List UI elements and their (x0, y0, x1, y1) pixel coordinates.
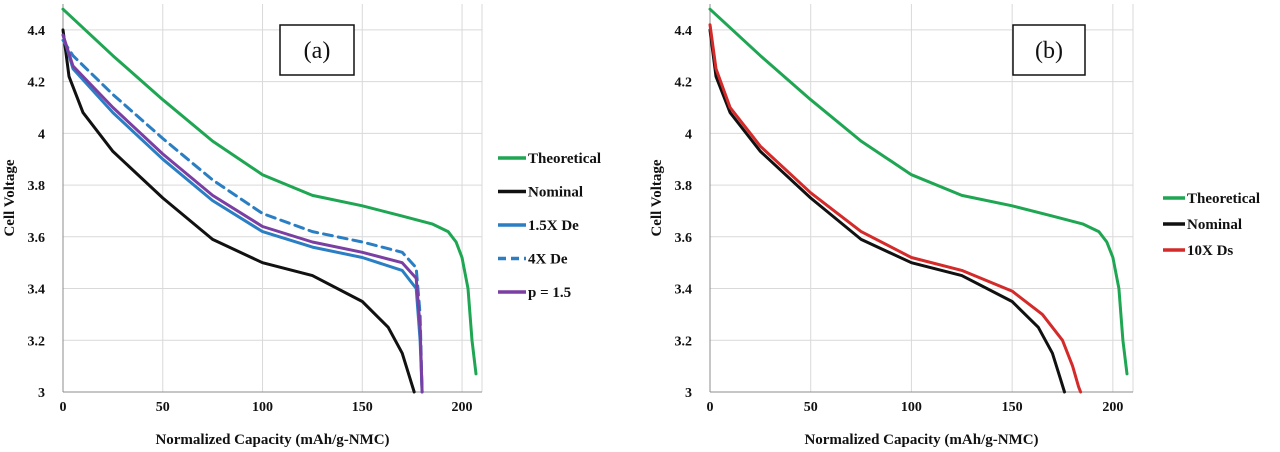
x-tick-label: 200 (452, 400, 473, 415)
x-axis-title: Normalized Capacity (mAh/g-NMC) (155, 432, 389, 448)
legend: Theoretical Nominal 10X Ds (1163, 191, 1260, 259)
legend-label: p = 1.5 (528, 285, 571, 301)
panel-label: (a) (304, 38, 331, 64)
chart-panel-b: 0 50 100 150 200 3 3.2 3.4 3.6 3.8 4 4.2 4.4 Normaliz… (649, 4, 1260, 448)
panel-label: (b) (1035, 38, 1063, 64)
x-tick-label: 100 (901, 400, 922, 415)
y-tick-label: 3 (38, 386, 45, 401)
legend-label: 10X Ds (1187, 243, 1233, 259)
panel-label-box (279, 24, 355, 76)
x-tick-label: 50 (156, 400, 170, 415)
y-tick-label: 4.2 (28, 76, 46, 91)
x-tick-label: 150 (352, 400, 373, 415)
legend-label: Nominal (528, 185, 583, 201)
series-line-theoretical (708, 7, 1129, 376)
series-line-4x-de (61, 38, 424, 394)
y-tick-label: 4.4 (28, 24, 46, 39)
legend-label: 1.5X De (528, 218, 579, 234)
y-tick-label: 3.4 (675, 283, 693, 298)
y-tick-label: 3.8 (675, 179, 693, 194)
x-tick-label: 0 (707, 400, 714, 415)
x-tick-label: 200 (1102, 400, 1123, 415)
legend-label: Theoretical (1187, 191, 1260, 207)
series-line-nominal (61, 28, 416, 394)
x-tick-label: 150 (1002, 400, 1023, 415)
y-tick-label: 3.2 (675, 334, 693, 349)
series-line-nominal (708, 28, 1066, 394)
y-tick-label: 3.6 (675, 231, 693, 246)
y-axis-title: Cell Voltage (649, 159, 665, 236)
y-tick-label: 4.4 (675, 24, 693, 39)
x-tick-label: 0 (60, 400, 67, 415)
y-tick-label: 3.4 (28, 283, 46, 298)
chart-panel-a: 0 50 100 150 200 3 3.2 3.4 3.6 3.8 4 4.2 4.4 Normaliz… (2, 4, 601, 448)
legend-label: Theoretical (528, 151, 601, 167)
panel-label-box (1012, 24, 1086, 76)
x-tick-label: 50 (804, 400, 818, 415)
legend-label: Nominal (1187, 217, 1242, 233)
legend: Theoretical Nominal 1.5X De 4X De p = 1.5 (498, 151, 601, 301)
y-tick-label: 3.2 (28, 334, 46, 349)
series-line-10x-ds (708, 23, 1083, 394)
x-axis-title: Normalized Capacity (mAh/g-NMC) (804, 432, 1038, 448)
series-line-theoretical (61, 7, 478, 376)
x-tick-label: 100 (252, 400, 273, 415)
y-tick-label: 4.2 (675, 76, 693, 91)
y-tick-label: 4 (685, 127, 692, 142)
series-line-p-1-5 (61, 33, 424, 394)
y-tick-label: 3.6 (28, 231, 46, 246)
y-tick-label: 4 (38, 127, 45, 142)
y-tick-label: 3 (685, 386, 692, 401)
y-tick-label: 3.8 (28, 179, 46, 194)
legend-label: 4X De (528, 252, 568, 268)
y-axis-title: Cell Voltage (2, 159, 18, 236)
